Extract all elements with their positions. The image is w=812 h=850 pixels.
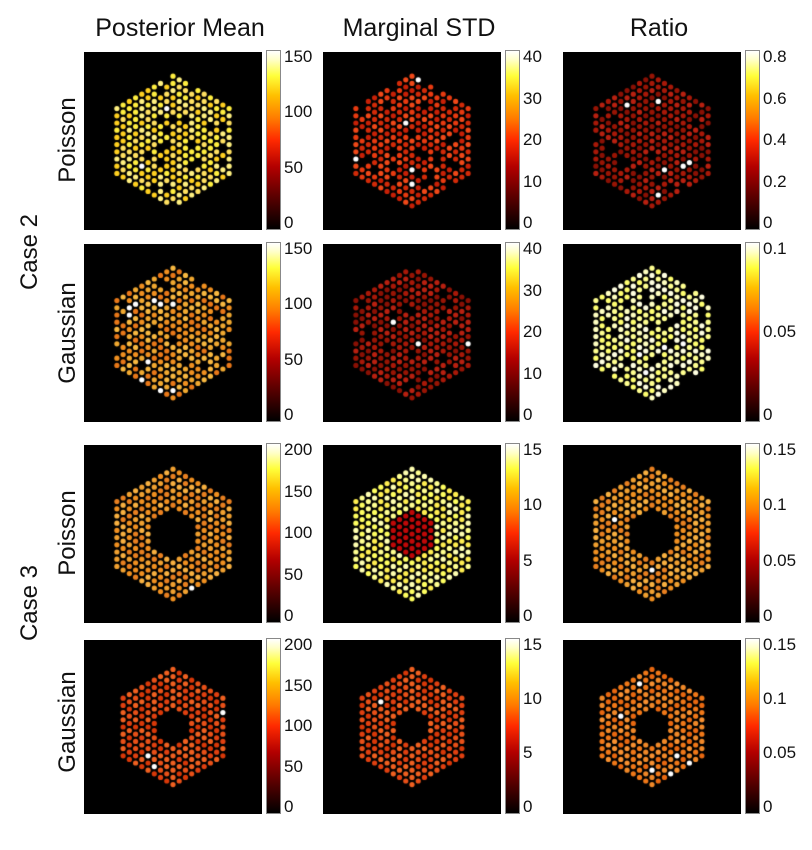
colorbar bbox=[266, 443, 281, 623]
colorbar bbox=[505, 443, 520, 623]
column-title-marginal-std: Marginal STD bbox=[342, 14, 496, 42]
heatmap-image bbox=[563, 445, 741, 623]
colorbar-tick-label: 0 bbox=[523, 405, 533, 424]
colorbar-tick-label: 40 bbox=[523, 239, 542, 258]
colorbar bbox=[505, 638, 520, 814]
colorbar-tick-label: 50 bbox=[284, 349, 303, 369]
heatmap-image bbox=[323, 445, 501, 623]
colorbar-tick-label: 0 bbox=[284, 606, 294, 625]
colorbar-tick-label: 0 bbox=[763, 405, 773, 424]
colorbar-tick-label: 0 bbox=[523, 606, 533, 625]
colorbar bbox=[505, 242, 520, 422]
colorbar bbox=[745, 638, 760, 814]
heatmap-panel bbox=[323, 445, 501, 623]
colorbar-tick-label: 0.1 bbox=[763, 495, 787, 515]
colorbar-tick-label: 150 bbox=[284, 481, 313, 501]
heatmap-image bbox=[84, 640, 262, 814]
case-label-2: Case 2 bbox=[16, 213, 43, 291]
colorbar-tick-label: 0 bbox=[763, 797, 773, 816]
colorbar-tick-label: 10 bbox=[523, 495, 542, 515]
colorbar-tick-label: 0 bbox=[763, 213, 773, 232]
colorbar-tick-label: 0 bbox=[284, 797, 294, 816]
colorbar-tick-label: 150 bbox=[284, 675, 313, 695]
colorbar-tick-label: 0 bbox=[523, 797, 533, 816]
colorbar-tick-label: 0.2 bbox=[763, 171, 787, 191]
heatmap-image bbox=[323, 52, 501, 230]
colorbar bbox=[745, 50, 760, 230]
colorbar-tick-label: 0.15 bbox=[763, 440, 797, 459]
colorbar bbox=[745, 443, 760, 623]
colorbar-tick-label: 0 bbox=[523, 213, 533, 232]
colorbar-tick-label: 0.1 bbox=[763, 689, 787, 708]
colorbar-tick-label: 5 bbox=[523, 743, 533, 762]
colorbar bbox=[266, 50, 281, 230]
heatmap-panel bbox=[563, 445, 741, 623]
case-label-3: Case 3 bbox=[16, 564, 43, 642]
colorbar-tick-label: 50 bbox=[284, 564, 303, 584]
colorbar-tick-label: 15 bbox=[523, 635, 542, 654]
heatmap-image bbox=[84, 445, 262, 623]
colorbar-tick-label: 0 bbox=[284, 213, 294, 232]
heatmap-panel bbox=[84, 244, 262, 422]
colorbar-tick-label: 10 bbox=[523, 689, 542, 708]
heatmap-panel bbox=[323, 640, 501, 814]
colorbar-tick-label: 0 bbox=[284, 405, 294, 424]
heatmap-panel bbox=[323, 244, 501, 422]
heatmap-panel bbox=[323, 52, 501, 230]
colorbar bbox=[505, 50, 520, 230]
colorbar-tick-label: 5 bbox=[523, 550, 533, 570]
heatmap-image bbox=[563, 244, 741, 422]
row-label-poisson-case3: Poisson bbox=[54, 490, 81, 576]
colorbar-tick-label: 0.05 bbox=[763, 550, 797, 570]
colorbar-tick-label: 100 bbox=[284, 294, 313, 314]
colorbar-tick-label: 0.15 bbox=[763, 635, 797, 654]
heatmap-panel bbox=[84, 640, 262, 814]
colorbar-tick-label: 150 bbox=[284, 239, 313, 258]
colorbar-tick-label: 100 bbox=[284, 102, 313, 122]
colorbar bbox=[266, 638, 281, 814]
row-label-poisson-case2: Poisson bbox=[54, 97, 81, 183]
colorbar-tick-label: 0.05 bbox=[763, 743, 797, 762]
heatmap-panel bbox=[563, 640, 741, 814]
colorbar bbox=[266, 242, 281, 422]
colorbar-tick-label: 30 bbox=[523, 88, 542, 108]
colorbar-tick-label: 50 bbox=[284, 157, 303, 177]
colorbar-tick-label: 150 bbox=[284, 47, 313, 66]
colorbar-tick-label: 20 bbox=[523, 322, 542, 341]
colorbar-tick-label: 200 bbox=[284, 440, 313, 459]
colorbar bbox=[745, 242, 760, 422]
heatmap-panel bbox=[84, 445, 262, 623]
colorbar-tick-label: 0.4 bbox=[763, 130, 787, 149]
column-title-posterior-mean: Posterior Mean bbox=[95, 14, 265, 42]
colorbar-tick-label: 200 bbox=[284, 635, 313, 654]
heatmap-image bbox=[84, 244, 262, 422]
colorbar-tick-label: 10 bbox=[523, 363, 542, 383]
colorbar-tick-label: 50 bbox=[284, 756, 303, 776]
heatmap-panel bbox=[563, 52, 741, 230]
heatmap-image bbox=[323, 244, 501, 422]
heatmap-panel bbox=[563, 244, 741, 422]
row-label-gaussian-case2: Gaussian bbox=[54, 282, 81, 384]
heatmap-image bbox=[84, 52, 262, 230]
colorbar-tick-label: 0 bbox=[763, 606, 773, 625]
heatmap-image bbox=[323, 640, 501, 814]
colorbar-tick-label: 100 bbox=[284, 716, 313, 735]
heatmap-image bbox=[563, 52, 741, 230]
colorbar-tick-label: 20 bbox=[523, 130, 542, 149]
column-title-ratio: Ratio bbox=[629, 14, 689, 42]
heatmap-panel bbox=[84, 52, 262, 230]
colorbar-tick-label: 100 bbox=[284, 523, 313, 542]
colorbar-tick-label: 0.6 bbox=[763, 88, 787, 108]
colorbar-tick-label: 0.05 bbox=[763, 322, 797, 341]
colorbar-tick-label: 0.1 bbox=[763, 239, 787, 258]
colorbar-tick-label: 40 bbox=[523, 47, 542, 66]
colorbar-tick-label: 30 bbox=[523, 280, 542, 300]
colorbar-tick-label: 10 bbox=[523, 171, 542, 191]
colorbar-tick-label: 0.8 bbox=[763, 47, 787, 66]
heatmap-image bbox=[563, 640, 741, 814]
colorbar-tick-label: 15 bbox=[523, 440, 542, 459]
row-label-gaussian-case3: Gaussian bbox=[54, 671, 81, 773]
